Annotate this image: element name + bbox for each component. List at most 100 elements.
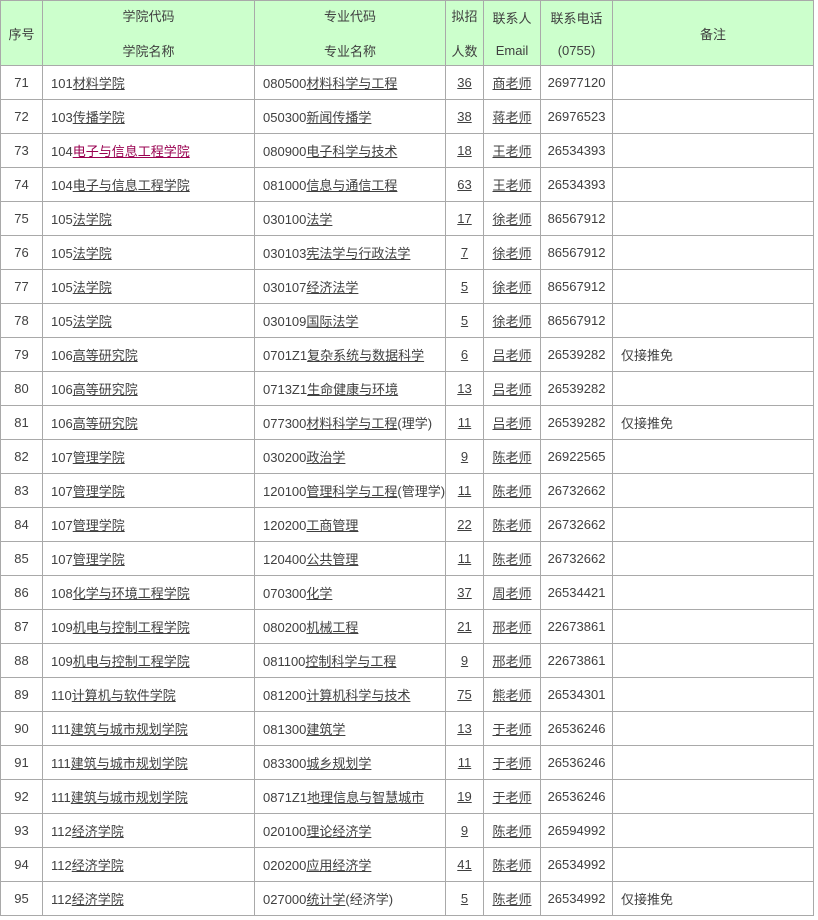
college-link[interactable]: 法学院 — [72, 246, 112, 261]
college-link[interactable]: 管理学院 — [72, 518, 125, 533]
contact-link[interactable]: 徐老师 — [492, 212, 532, 227]
college-link[interactable]: 传播学院 — [72, 110, 125, 125]
quota-link[interactable]: 21 — [457, 619, 472, 634]
quota-link[interactable]: 36 — [457, 75, 472, 90]
major-link[interactable]: 工商管理 — [306, 518, 359, 533]
quota-link[interactable]: 5 — [460, 279, 469, 294]
college-link[interactable]: 建筑与城市规划学院 — [70, 722, 188, 737]
quota-link[interactable]: 37 — [457, 585, 472, 600]
major-link[interactable]: 经济法学 — [306, 280, 359, 295]
college-link[interactable]: 经济学院 — [71, 858, 124, 873]
contact-link[interactable]: 王老师 — [492, 144, 532, 159]
major-link[interactable]: 城乡规划学 — [306, 756, 372, 771]
quota-link[interactable]: 38 — [457, 109, 472, 124]
contact-link[interactable]: 熊老师 — [492, 688, 532, 703]
college-link[interactable]: 建筑与城市规划学院 — [70, 756, 188, 771]
major-link[interactable]: 材料科学与工程 — [306, 416, 398, 431]
contact-link[interactable]: 吕老师 — [492, 348, 532, 363]
quota-link[interactable]: 5 — [460, 313, 469, 328]
quota-link[interactable]: 17 — [457, 211, 472, 226]
contact-link[interactable]: 陈老师 — [492, 858, 532, 873]
major-link[interactable]: 管理科学与工程 — [306, 484, 398, 499]
contact-link[interactable]: 徐老师 — [492, 314, 532, 329]
major-link[interactable]: 计算机科学与技术 — [306, 688, 411, 703]
major-link[interactable]: 机械工程 — [306, 620, 359, 635]
major-link[interactable]: 材料科学与工程 — [306, 76, 398, 91]
contact-link[interactable]: 王老师 — [492, 178, 532, 193]
quota-link[interactable]: 63 — [457, 177, 472, 192]
contact-link[interactable]: 陈老师 — [492, 892, 532, 907]
contact-link[interactable]: 于老师 — [492, 790, 532, 805]
college-link[interactable]: 计算机与软件学院 — [71, 688, 176, 703]
contact-link[interactable]: 邢老师 — [492, 620, 532, 635]
major-link[interactable]: 法学 — [306, 212, 333, 227]
quota-link[interactable]: 5 — [460, 891, 469, 906]
contact-link[interactable]: 徐老师 — [492, 246, 532, 261]
college-link[interactable]: 管理学院 — [72, 484, 125, 499]
quota-link[interactable]: 9 — [460, 653, 469, 668]
college-link[interactable]: 材料学院 — [72, 76, 125, 91]
college-link[interactable]: 高等研究院 — [72, 348, 138, 363]
college-link[interactable]: 经济学院 — [71, 824, 124, 839]
contact-link[interactable]: 蒋老师 — [492, 110, 532, 125]
quota-link[interactable]: 7 — [460, 245, 469, 260]
contact-link[interactable]: 邢老师 — [492, 654, 532, 669]
major-link[interactable]: 公共管理 — [306, 552, 359, 567]
college-link[interactable]: 高等研究院 — [72, 416, 138, 431]
college-link[interactable]: 经济学院 — [71, 892, 124, 907]
college-link[interactable]: 机电与控制工程学院 — [72, 620, 190, 635]
quota-link[interactable]: 13 — [457, 381, 472, 396]
college-link[interactable]: 高等研究院 — [72, 382, 138, 397]
major-link[interactable]: 统计学 — [306, 892, 346, 907]
contact-link[interactable]: 陈老师 — [492, 450, 532, 465]
major-link[interactable]: 新闻传播学 — [306, 110, 372, 125]
quota-link[interactable]: 11 — [457, 755, 472, 770]
college-link[interactable]: 电子与信息工程学院 — [72, 178, 190, 193]
college-link[interactable]: 法学院 — [72, 212, 112, 227]
college-link[interactable]: 建筑与城市规划学院 — [70, 790, 188, 805]
contact-link[interactable]: 吕老师 — [492, 416, 532, 431]
quota-link[interactable]: 9 — [460, 449, 469, 464]
quota-link[interactable]: 41 — [457, 857, 472, 872]
major-link[interactable]: 地理信息与智慧城市 — [307, 790, 425, 805]
major-link[interactable]: 电子科学与技术 — [306, 144, 398, 159]
major-link[interactable]: 理论经济学 — [306, 824, 372, 839]
quota-link[interactable]: 19 — [457, 789, 472, 804]
contact-link[interactable]: 徐老师 — [492, 280, 532, 295]
college-link[interactable]: 电子与信息工程学院 — [72, 144, 190, 159]
quota-link[interactable]: 9 — [460, 823, 469, 838]
contact-link[interactable]: 陈老师 — [492, 518, 532, 533]
major-link[interactable]: 生命健康与环境 — [307, 382, 399, 397]
major-link[interactable]: 应用经济学 — [306, 858, 372, 873]
contact-link[interactable]: 陈老师 — [492, 552, 532, 567]
major-link[interactable]: 信息与通信工程 — [306, 178, 398, 193]
quota-link[interactable]: 11 — [457, 551, 472, 566]
contact-link[interactable]: 于老师 — [492, 756, 532, 771]
college-link[interactable]: 法学院 — [72, 280, 112, 295]
contact-link[interactable]: 周老师 — [492, 586, 532, 601]
major-link[interactable]: 政治学 — [306, 450, 346, 465]
major-link[interactable]: 国际法学 — [306, 314, 359, 329]
college-link[interactable]: 法学院 — [72, 314, 112, 329]
contact-link[interactable]: 吕老师 — [492, 382, 532, 397]
quota-link[interactable]: 75 — [457, 687, 472, 702]
contact-link[interactable]: 陈老师 — [492, 824, 532, 839]
quota-link[interactable]: 22 — [457, 517, 472, 532]
major-link[interactable]: 宪法学与行政法学 — [306, 246, 411, 261]
college-link[interactable]: 机电与控制工程学院 — [72, 654, 190, 669]
quota-link[interactable]: 6 — [460, 347, 469, 362]
college-link[interactable]: 化学与环境工程学院 — [72, 586, 190, 601]
contact-link[interactable]: 于老师 — [492, 722, 532, 737]
major-link[interactable]: 建筑学 — [306, 722, 346, 737]
quota-link[interactable]: 11 — [457, 483, 472, 498]
quota-link[interactable]: 18 — [457, 143, 472, 158]
quota-link[interactable]: 13 — [457, 721, 472, 736]
college-link[interactable]: 管理学院 — [72, 450, 125, 465]
major-link[interactable]: 控制科学与工程 — [305, 654, 397, 669]
contact-link[interactable]: 商老师 — [492, 76, 532, 91]
major-link[interactable]: 化学 — [306, 586, 333, 601]
major-link[interactable]: 复杂系统与数据科学 — [307, 348, 425, 363]
contact-link[interactable]: 陈老师 — [492, 484, 532, 499]
college-link[interactable]: 管理学院 — [72, 552, 125, 567]
quota-link[interactable]: 11 — [457, 415, 472, 430]
